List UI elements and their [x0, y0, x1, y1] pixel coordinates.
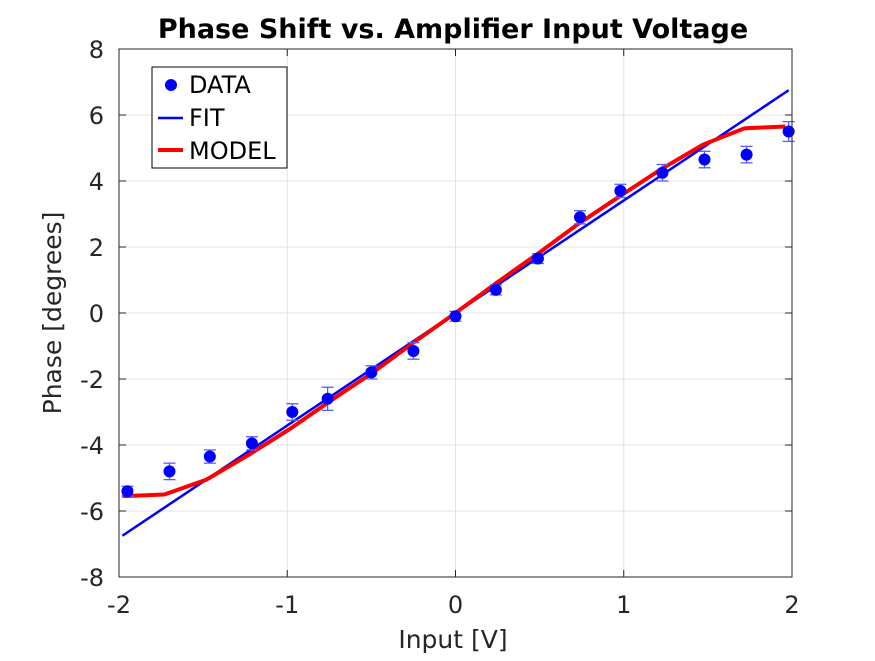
legend-label-fit: FIT	[189, 104, 225, 132]
data-point-group	[365, 365, 378, 380]
data-point	[245, 437, 258, 450]
data-point-group	[245, 436, 258, 451]
legend-label-data: DATA	[189, 71, 251, 99]
legend-data-marker	[165, 79, 177, 91]
y-tick-label: -6	[80, 498, 104, 526]
plot-frame	[118, 48, 793, 578]
y-tick-label: 8	[89, 36, 104, 64]
data-point-group	[121, 485, 134, 498]
data-point-group	[614, 183, 627, 199]
data-point	[449, 310, 462, 323]
y-tick-label: 0	[89, 300, 104, 328]
y-tick-label: 4	[89, 168, 104, 196]
data-point	[656, 166, 669, 179]
x-tick-label: 1	[616, 591, 631, 619]
data-point-group	[203, 449, 216, 464]
data-point	[203, 450, 216, 463]
data-point-group	[449, 310, 462, 323]
x-tick-label: 0	[448, 591, 463, 619]
x-tick-label: -2	[107, 591, 131, 619]
data-point	[698, 153, 711, 166]
data-point	[614, 184, 627, 197]
legend: DATA FIT MODEL	[151, 66, 288, 169]
data-point-group	[656, 163, 669, 182]
data-point-group	[489, 283, 502, 296]
data-point-group	[574, 210, 587, 225]
data-point	[740, 148, 753, 161]
y-tick-label: 6	[89, 102, 104, 130]
data-point-group	[740, 145, 753, 164]
data-point	[782, 125, 795, 138]
y-tick-label: 2	[89, 234, 104, 262]
y-tick-label: -4	[80, 432, 104, 460]
x-axis-label: Input [V]	[398, 625, 507, 654]
data-series	[121, 120, 795, 498]
chart-title: Phase Shift vs. Amplifier Input Voltage	[158, 14, 748, 45]
data-point	[531, 252, 544, 265]
data-point	[365, 366, 378, 379]
y-axis-label: Phase [degrees]	[38, 212, 67, 415]
legend-label-model: MODEL	[189, 137, 276, 165]
data-point-group	[321, 386, 334, 412]
data-point-group	[531, 252, 544, 265]
data-point	[574, 211, 587, 224]
x-tick-label: -1	[275, 591, 299, 619]
data-point	[286, 406, 299, 418]
data-point	[489, 283, 502, 296]
data-point	[121, 485, 134, 498]
y-tick-label: -2	[80, 366, 104, 394]
data-point	[407, 344, 420, 357]
data-point-group	[286, 403, 299, 421]
data-point	[321, 392, 334, 405]
data-point-group	[698, 150, 711, 169]
data-point-group	[163, 462, 176, 481]
tick-labels: -2 -1 0 1 2 -8 -6 -4 -2 0 2 4 6 8	[80, 36, 800, 619]
data-point-group	[407, 342, 420, 360]
x-tick-label: 2	[784, 591, 799, 619]
data-point	[163, 465, 176, 478]
y-tick-label: -8	[80, 564, 104, 592]
